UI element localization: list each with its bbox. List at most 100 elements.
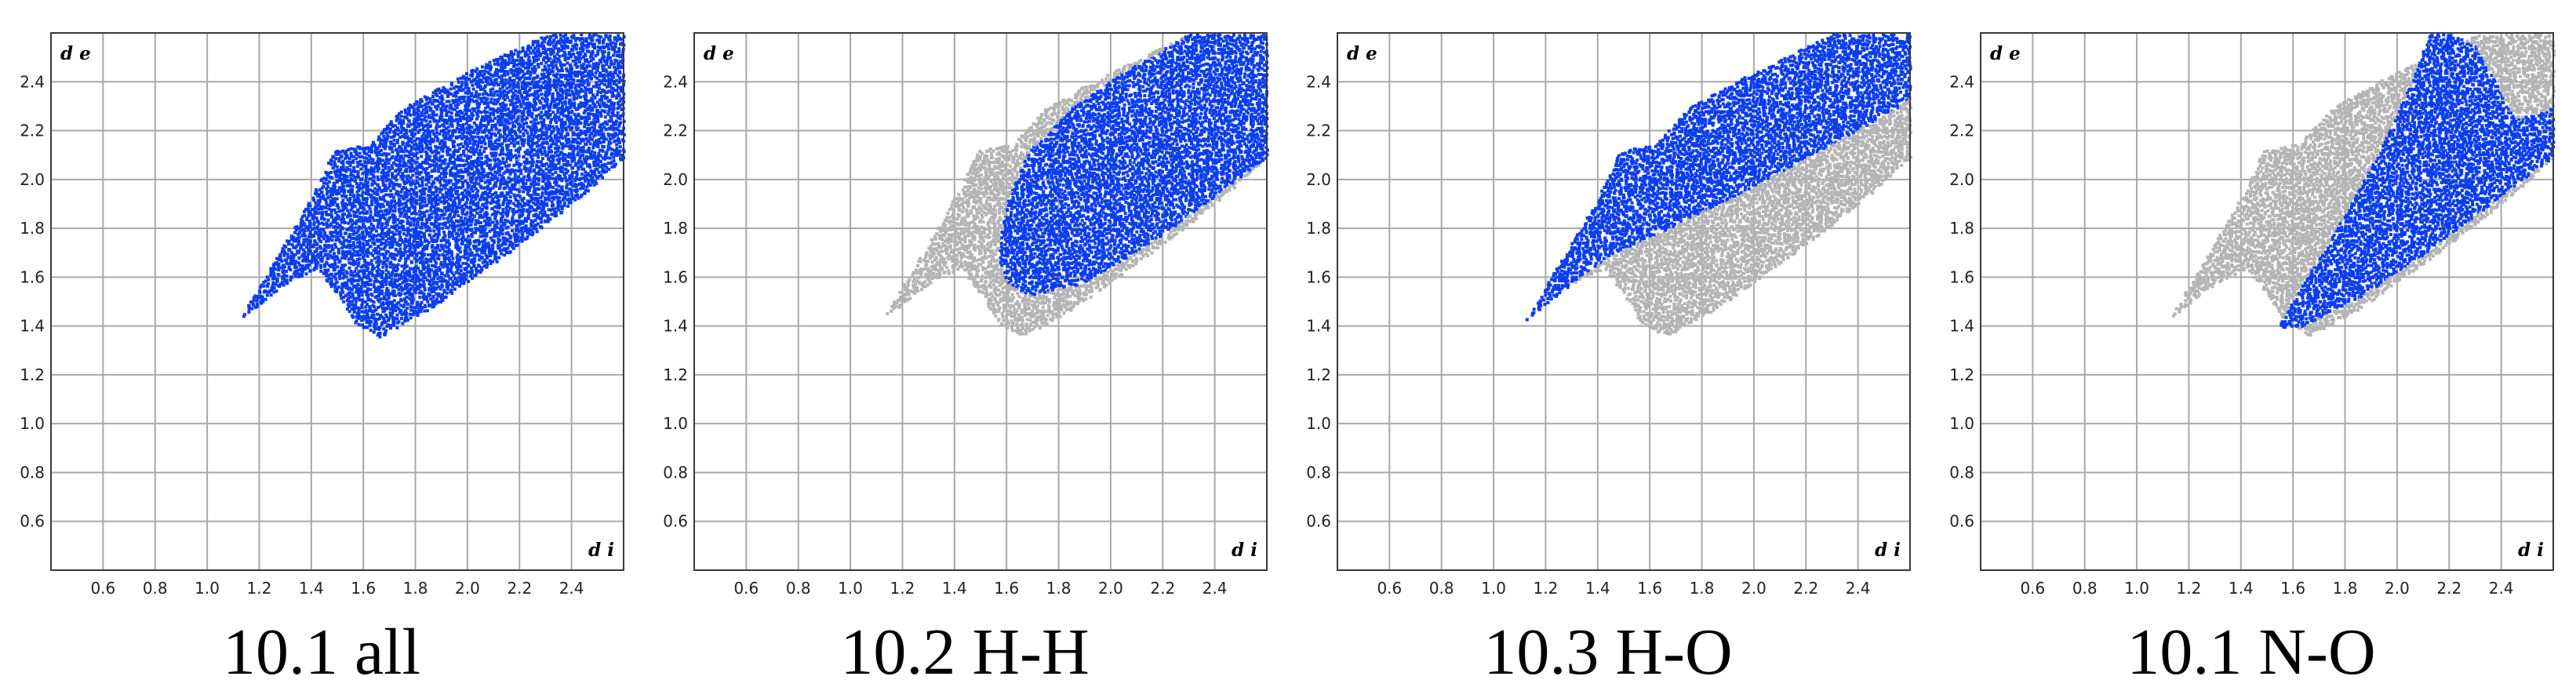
highlight-point xyxy=(500,123,504,126)
highlight-point xyxy=(305,238,309,242)
highlight-point xyxy=(534,176,538,180)
highlight-point xyxy=(365,240,369,243)
highlight-point xyxy=(373,165,377,169)
highlight-point xyxy=(428,233,432,237)
highlight-point xyxy=(373,181,377,185)
highlight-point xyxy=(495,57,499,61)
highlight-point xyxy=(499,180,503,184)
highlight-point xyxy=(355,258,359,261)
highlight-point xyxy=(462,134,466,138)
highlight-point xyxy=(472,202,475,206)
highlight-point xyxy=(322,181,326,185)
highlight-point xyxy=(535,49,539,53)
highlight-point xyxy=(358,269,362,273)
highlight-point xyxy=(522,125,526,129)
highlight-point xyxy=(533,218,537,222)
highlight-point xyxy=(409,221,413,225)
highlight-point xyxy=(334,157,338,161)
highlight-point xyxy=(449,288,453,292)
highlight-point xyxy=(435,190,438,194)
highlight-point xyxy=(406,254,410,258)
highlight-point xyxy=(329,285,333,289)
highlight-point xyxy=(502,96,506,100)
highlight-point xyxy=(485,161,489,165)
highlight-point xyxy=(383,209,387,213)
highlight-point xyxy=(468,131,472,135)
highlight-point xyxy=(358,298,362,302)
highlight-point xyxy=(537,165,541,169)
highlight-point xyxy=(513,129,516,133)
highlight-point xyxy=(435,162,438,166)
highlight-point xyxy=(392,318,396,322)
highlight-point xyxy=(471,114,475,117)
highlight-point xyxy=(333,285,337,289)
highlight-point xyxy=(366,159,370,162)
highlight-point xyxy=(428,134,432,138)
highlight-point xyxy=(404,164,408,168)
highlight-point xyxy=(453,224,457,228)
highlight-point xyxy=(381,213,385,216)
highlight-point xyxy=(515,105,519,108)
highlight-point xyxy=(417,181,420,185)
highlight-point xyxy=(486,101,489,104)
highlight-point xyxy=(375,199,379,203)
highlight-point xyxy=(440,209,444,213)
highlight-point xyxy=(406,137,410,140)
highlight-point xyxy=(383,137,387,141)
highlight-point xyxy=(463,203,467,206)
highlight-point xyxy=(392,256,396,260)
highlight-point xyxy=(382,152,386,155)
highlight-point xyxy=(368,207,372,211)
highlight-point xyxy=(426,224,430,228)
highlight-point xyxy=(504,90,508,94)
highlight-point xyxy=(384,292,388,296)
highlight-point xyxy=(333,162,337,166)
highlight-point xyxy=(497,234,501,238)
highlight-point xyxy=(296,271,300,275)
highlight-point xyxy=(315,191,318,194)
highlight-point xyxy=(449,104,453,108)
highlight-point xyxy=(396,250,400,253)
highlight-point xyxy=(357,225,361,229)
highlight-point xyxy=(398,247,402,251)
highlight-point xyxy=(470,227,474,231)
highlight-point xyxy=(414,269,417,273)
highlight-point xyxy=(292,235,296,239)
highlight-point xyxy=(528,151,532,155)
highlight-point xyxy=(372,249,376,253)
highlight-point xyxy=(357,261,361,265)
highlight-point xyxy=(341,162,345,166)
highlight-point xyxy=(389,207,393,210)
highlight-point xyxy=(398,157,402,161)
highlight-point xyxy=(410,131,414,135)
highlight-point xyxy=(290,243,294,247)
highlight-point xyxy=(540,123,544,127)
highlight-point xyxy=(398,159,402,163)
highlight-point xyxy=(328,204,332,208)
highlight-point xyxy=(536,206,540,210)
highlight-point xyxy=(503,53,507,57)
highlight-point xyxy=(532,85,536,89)
highlight-point xyxy=(416,165,420,169)
highlight-point xyxy=(534,209,538,213)
highlight-point xyxy=(379,213,383,217)
highlight-point xyxy=(435,127,438,131)
highlight-point xyxy=(305,255,309,259)
highlight-point xyxy=(541,51,545,54)
highlight-point xyxy=(454,271,458,274)
highlight-point xyxy=(478,148,482,152)
highlight-point xyxy=(354,253,358,257)
highlight-point xyxy=(437,198,441,202)
highlight-point xyxy=(501,148,504,152)
highlight-point xyxy=(446,220,450,224)
highlight-point xyxy=(399,304,403,307)
highlight-point xyxy=(507,138,511,142)
highlight-point xyxy=(440,94,444,98)
highlight-point xyxy=(358,145,362,149)
highlight-point xyxy=(403,186,407,190)
highlight-point xyxy=(471,148,475,151)
highlight-point xyxy=(370,201,373,205)
highlight-point xyxy=(482,245,486,249)
highlight-point xyxy=(357,291,361,295)
highlight-point xyxy=(349,270,353,273)
